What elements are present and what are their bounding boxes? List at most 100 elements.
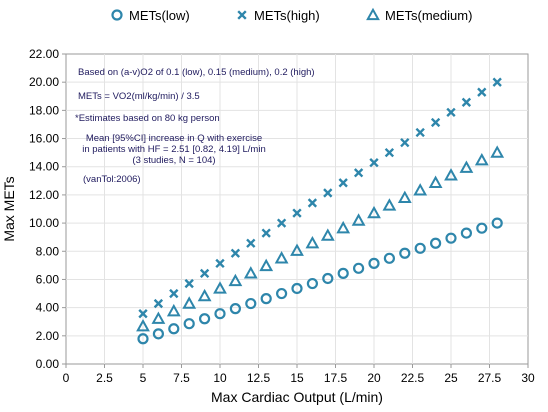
data-point: [430, 117, 441, 128]
x-tick-label: 5: [140, 371, 147, 385]
y-tick-label: 2.00: [36, 329, 60, 343]
legend-label: METs(high): [254, 8, 320, 23]
data-point: [336, 220, 351, 234]
data-point: [415, 127, 425, 138]
legend-label: METs(low): [129, 8, 190, 23]
data-point: [323, 188, 333, 198]
data-point: [445, 232, 457, 244]
annotation-line-1: Based on (a-v)O2 of 0.1 (low), 0.15 (med…: [78, 67, 315, 78]
x-tick-label: 7.5: [173, 371, 190, 385]
annotation-line-7: (vanTol:2006): [83, 174, 141, 185]
data-point: [428, 175, 443, 188]
data-point: [215, 258, 225, 269]
data-point: [384, 147, 395, 158]
data-point: [338, 178, 348, 188]
legend-item: METs(low): [111, 8, 190, 23]
data-point: [414, 242, 426, 254]
data-point: [214, 308, 226, 320]
data-point: [229, 303, 241, 315]
annotation-line-4: Mean [95%CI] increase in Q with exercise: [86, 133, 262, 144]
data-point: [368, 257, 380, 269]
annotation-line-5: in patients with HF = 2.51 [0.82, 4.19] …: [82, 144, 266, 155]
x-axis-label: Max Cardiac Output (L/min): [211, 389, 383, 405]
data-point: [477, 87, 487, 97]
data-point: [337, 267, 349, 279]
y-axis-ticks: 0.00 2.00 4.00 6.00 8.00 10.00 12.00 14.00 16.00…: [29, 47, 66, 371]
data-point: [460, 227, 472, 239]
series-layer: [136, 77, 505, 345]
x-tick-label: 15: [290, 371, 304, 385]
data-point: [351, 213, 366, 226]
data-point: [459, 160, 474, 173]
y-tick-label: 12.00: [29, 188, 59, 202]
legend-item: METs(medium): [366, 7, 472, 23]
x-tick-label: 2.5: [96, 371, 113, 385]
data-point: [166, 303, 181, 317]
y-tick-label: 0.00: [36, 357, 60, 371]
data-point: [290, 243, 304, 256]
data-point: [474, 152, 489, 166]
data-point: [137, 333, 149, 345]
data-point: [307, 198, 318, 208]
data-point: [413, 183, 428, 196]
series-triangle: [136, 145, 505, 332]
data-point: [446, 107, 456, 117]
data-point: [243, 266, 258, 279]
x-tick-label: 20: [367, 371, 381, 385]
data-point: [382, 198, 397, 211]
data-point: [369, 157, 379, 168]
data-point: [168, 323, 180, 335]
annotation-line-2: METs = VO2(ml/kg/min) / 3.5: [78, 91, 200, 102]
data-point: [197, 288, 212, 302]
data-point: [322, 272, 334, 285]
data-point: [383, 252, 395, 264]
y-axis-label: Max METs: [1, 176, 17, 241]
data-point: [291, 282, 303, 295]
y-tick-label: 6.00: [36, 272, 60, 286]
data-point: [476, 222, 488, 234]
data-point: [152, 328, 164, 340]
data-point: [490, 145, 505, 158]
data-point: [305, 235, 320, 249]
y-tick-label: 14.00: [29, 160, 59, 174]
annotation-line-3: *Estimates based on 80 kg person: [75, 113, 220, 124]
y-tick-label: 16.00: [29, 132, 59, 146]
data-point: [169, 288, 179, 299]
data-point: [491, 217, 503, 229]
legend-label: METs(medium): [385, 8, 472, 23]
series-x: [138, 77, 502, 319]
data-point: [230, 248, 241, 258]
data-point: [306, 277, 318, 290]
data-point: [397, 190, 412, 204]
data-point: [444, 168, 458, 181]
data-point: [260, 293, 272, 305]
y-tick-label: 18.00: [29, 103, 59, 117]
annotation-line-6: (3 studies, N = 104): [132, 155, 215, 166]
data-point: [461, 97, 472, 107]
data-point: [245, 297, 257, 310]
x-axis-ticks: 0 2.5 5 7.5 10 12.5 15 17.5 20 22.5 25 27.5 30: [63, 364, 535, 385]
data-point: [276, 287, 288, 300]
data-point: [136, 318, 150, 332]
data-point: [492, 77, 502, 87]
y-tick-label: 10.00: [29, 216, 59, 230]
y-tick-label: 20.00: [29, 75, 59, 89]
series-circle: [137, 217, 503, 345]
data-point: [276, 218, 287, 228]
data-point: [399, 247, 411, 259]
x-tick-label: 17.5: [324, 371, 348, 385]
data-point: [274, 251, 289, 264]
x-tick-label: 12.5: [247, 371, 271, 385]
y-tick-label: 4.00: [36, 301, 60, 315]
x-tick-label: 30: [521, 371, 535, 385]
data-point: [430, 237, 442, 249]
data-point: [151, 311, 166, 324]
data-point: [213, 281, 227, 294]
data-point: [353, 168, 364, 178]
data-point: [246, 238, 256, 248]
data-point: [183, 318, 195, 330]
legend-marker-triangle: [366, 7, 380, 21]
data-point: [320, 228, 335, 241]
data-point: [367, 205, 381, 219]
data-point: [153, 298, 164, 309]
